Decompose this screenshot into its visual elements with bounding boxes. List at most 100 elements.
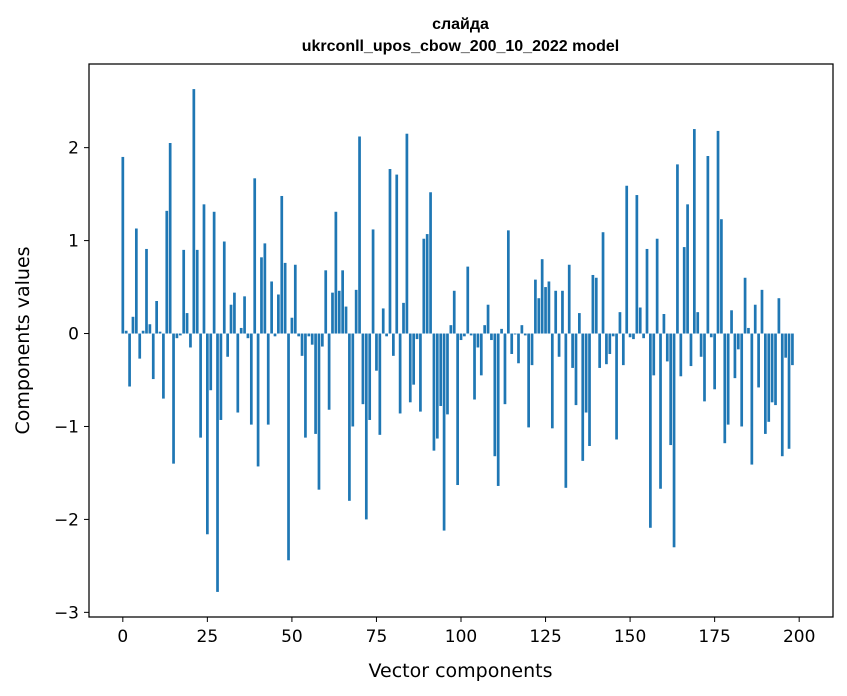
ticks-layer: 0 25 50 75 100 125 150 175 200 −3 −2 −1 0 1 2 (54, 139, 815, 647)
bar-194 (777, 298, 781, 334)
bar-118 (520, 325, 524, 334)
bar-119 (523, 333, 527, 336)
bar-78 (385, 333, 388, 337)
bar-156 (649, 333, 652, 528)
bar-27 (212, 211, 216, 334)
bar-116 (513, 333, 517, 335)
bar-24 (202, 204, 206, 334)
bar-23 (199, 333, 202, 438)
bar-79 (388, 169, 392, 334)
bar-33 (233, 292, 236, 334)
bar-136 (581, 333, 585, 461)
x-tick-label-0: 0 (117, 627, 128, 647)
bar-108 (486, 304, 490, 334)
bar-22 (195, 249, 199, 334)
bar-145 (611, 333, 615, 337)
bar-49 (287, 333, 290, 561)
bar-63 (334, 211, 338, 334)
bar-146 (615, 333, 618, 440)
bar-140 (594, 277, 598, 334)
y-tick-label--1: −1 (54, 417, 79, 437)
bar-104 (473, 333, 476, 400)
bar-158 (655, 238, 659, 334)
bar-190 (764, 333, 767, 434)
bar-59 (320, 333, 324, 347)
bar-3 (131, 316, 135, 334)
bar-92 (432, 333, 436, 451)
bar-71 (361, 333, 365, 405)
bar-68 (351, 333, 355, 427)
bar-114 (506, 230, 510, 334)
bar-98 (452, 290, 456, 334)
bar-57 (314, 333, 317, 434)
bar-170 (696, 312, 700, 334)
bar-143 (605, 333, 608, 365)
bar-61 (327, 333, 331, 410)
bar-55 (307, 333, 311, 337)
bar-161 (665, 333, 669, 362)
bar-36 (243, 296, 246, 334)
bar-51 (293, 264, 297, 334)
bar-97 (449, 325, 453, 334)
bar-20 (189, 333, 192, 348)
bar-95 (442, 333, 446, 531)
bar-196 (784, 333, 788, 358)
bar-177 (720, 219, 723, 334)
bar-66 (344, 306, 348, 334)
bar-175 (713, 333, 716, 390)
bar-155 (645, 248, 649, 334)
bar-153 (638, 307, 642, 334)
bar-120 (527, 333, 530, 428)
y-tick-label-0: 0 (68, 325, 79, 345)
bar-76 (378, 333, 382, 435)
bar-147 (618, 312, 622, 334)
bar-173 (706, 156, 710, 334)
bar-48 (283, 262, 287, 334)
bar-58 (317, 333, 321, 490)
bar-56 (310, 333, 314, 345)
bar-160 (662, 314, 666, 334)
bar-182 (736, 333, 740, 350)
bar-117 (517, 333, 520, 364)
bar-44 (270, 281, 273, 334)
bar-53 (300, 333, 304, 356)
bar-166 (682, 247, 686, 334)
bar-176 (716, 130, 720, 334)
bar-180 (730, 310, 733, 334)
bar-39 (253, 178, 257, 334)
bar-150 (628, 333, 632, 338)
bar-112 (500, 328, 503, 334)
bar-41 (260, 257, 263, 334)
bar-86 (412, 333, 416, 385)
x-tick-label-200: 200 (783, 627, 815, 647)
bar-1 (124, 330, 128, 334)
bar-52 (297, 333, 301, 337)
bar-191 (767, 333, 771, 422)
bar-89 (422, 238, 426, 334)
bar-198 (791, 333, 794, 366)
y-tick-label-2: 2 (68, 139, 79, 159)
bar-134 (574, 333, 578, 406)
bar-38 (249, 333, 253, 425)
bar-127 (550, 333, 554, 429)
bar-107 (483, 325, 487, 334)
bar-186 (750, 333, 754, 465)
bar-43 (266, 333, 270, 425)
bar-91 (429, 192, 432, 334)
bar-67 (348, 333, 351, 501)
bar-70 (358, 136, 361, 334)
bar-26 (209, 333, 213, 391)
bar-88 (419, 333, 422, 412)
bar-128 (554, 290, 558, 334)
bar-163 (672, 333, 676, 548)
bar-21 (192, 89, 196, 334)
bar-184 (743, 277, 747, 334)
bar-62 (331, 292, 334, 334)
bar-169 (692, 129, 696, 334)
bar-46 (277, 294, 280, 334)
bar-80 (392, 333, 395, 356)
bar-19 (185, 313, 189, 334)
bar-42 (263, 243, 267, 334)
y-axis-label: Components values (12, 246, 34, 434)
